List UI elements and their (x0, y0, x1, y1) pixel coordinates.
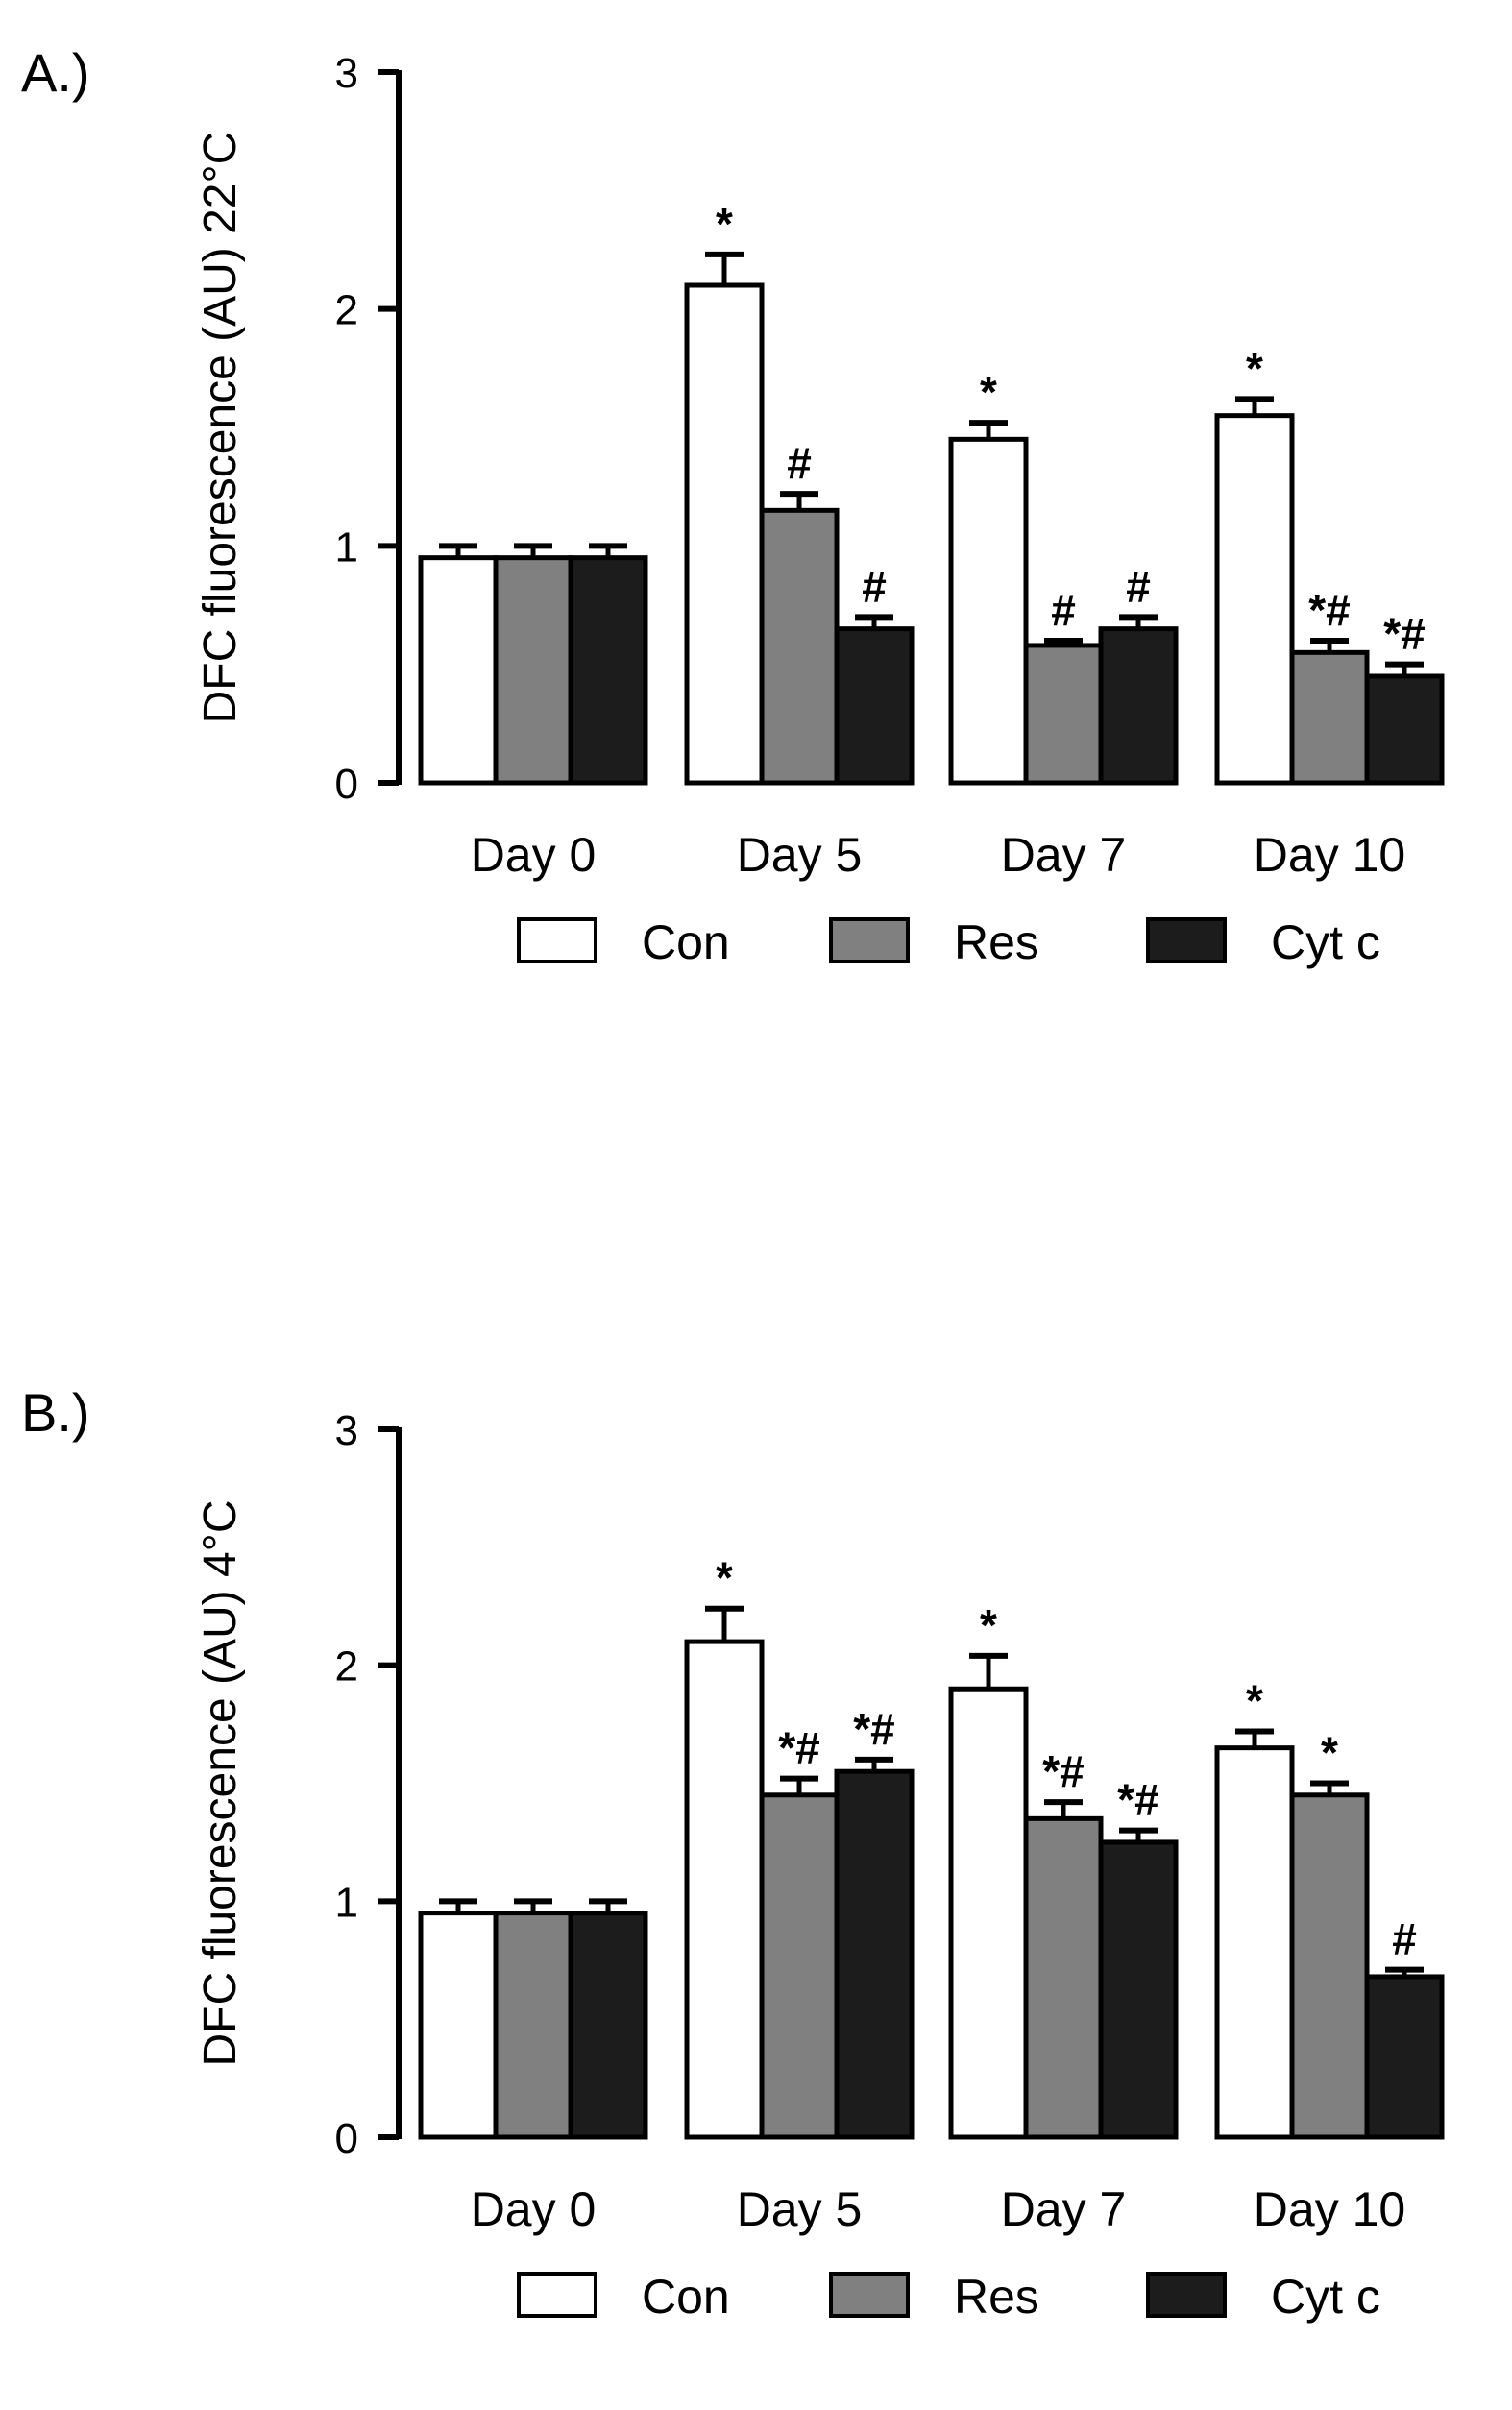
significance-label: *# (853, 1704, 894, 1754)
significance-label: * (980, 367, 997, 417)
y-tick-label: 1 (335, 1879, 358, 1926)
significance-label: # (1051, 585, 1076, 635)
y-tick-label: 3 (335, 1407, 358, 1454)
bar (759, 1792, 840, 2140)
bar (1289, 1792, 1370, 2140)
significance-label: # (862, 561, 887, 611)
bar (493, 555, 573, 786)
y-tick-label: 0 (335, 761, 358, 808)
legend-swatch (829, 2272, 910, 2318)
bar (684, 282, 765, 786)
bar (1098, 1839, 1179, 2140)
bar (568, 555, 648, 786)
bar (759, 507, 840, 786)
legend-swatch (1146, 2272, 1227, 2318)
bar (493, 1911, 573, 2140)
bar (1214, 413, 1295, 786)
significance-label: * (716, 199, 733, 249)
x-category-label: Day 10 (1254, 828, 1405, 882)
significance-label: # (1392, 1914, 1417, 1964)
significance-label: # (1126, 561, 1151, 611)
significance-label: * (1246, 343, 1263, 393)
bar (684, 1639, 765, 2140)
y-axis-label: DFC fluorescence (AU) 4°C (195, 1499, 246, 2066)
significance-label: *# (778, 1723, 819, 1773)
y-tick-label: 2 (335, 1643, 358, 1691)
bar (418, 555, 499, 786)
bar (834, 1768, 915, 2140)
significance-label: * (980, 1600, 997, 1650)
x-category-label: Day 5 (737, 2182, 863, 2236)
legend-label: Cyt c (1271, 2270, 1380, 2324)
significance-label: *# (1117, 1775, 1158, 1825)
bar (418, 1911, 499, 2140)
legend-label: Res (954, 915, 1039, 969)
y-tick-label: 2 (335, 287, 358, 334)
y-tick-label: 1 (335, 523, 358, 571)
x-category-label: Day 7 (1001, 828, 1127, 882)
bar (568, 1911, 648, 2140)
bar (1023, 643, 1104, 786)
panel-label: A.) (21, 42, 90, 103)
x-category-label: Day 5 (737, 828, 863, 882)
significance-label: * (1321, 1728, 1338, 1778)
significance-label: * (1246, 1675, 1263, 1725)
legend-label: Cyt c (1271, 915, 1380, 969)
bar (1364, 1974, 1445, 2140)
legend-swatch (517, 917, 597, 963)
bar (1214, 1745, 1295, 2140)
x-category-label: Day 10 (1254, 2182, 1405, 2236)
x-category-label: Day 0 (471, 828, 597, 882)
significance-label: *# (1383, 609, 1425, 659)
legend-swatch (1146, 917, 1227, 963)
bar (834, 626, 915, 786)
legend-swatch (517, 2272, 597, 2318)
bar (1098, 626, 1179, 786)
bar (948, 1686, 1029, 2140)
bar (948, 436, 1029, 786)
bar (1023, 1815, 1104, 2140)
legend-label: Con (642, 915, 730, 969)
y-tick-label: 3 (335, 50, 358, 97)
significance-label: *# (1042, 1746, 1084, 1796)
y-axis-label: DFC fluorescence (AU) 22°C (195, 132, 246, 724)
significance-label: # (787, 438, 812, 488)
legend-label: Con (642, 2270, 730, 2324)
bar (1364, 673, 1445, 786)
legend-swatch (829, 917, 910, 963)
x-category-label: Day 0 (471, 2182, 597, 2236)
significance-label: *# (1308, 585, 1350, 635)
x-category-label: Day 7 (1001, 2182, 1127, 2236)
significance-label: * (716, 1553, 733, 1603)
bar (1289, 649, 1370, 786)
y-tick-label: 0 (335, 2115, 358, 2162)
panel-label: B.) (21, 1382, 90, 1443)
legend-label: Res (954, 2270, 1039, 2324)
